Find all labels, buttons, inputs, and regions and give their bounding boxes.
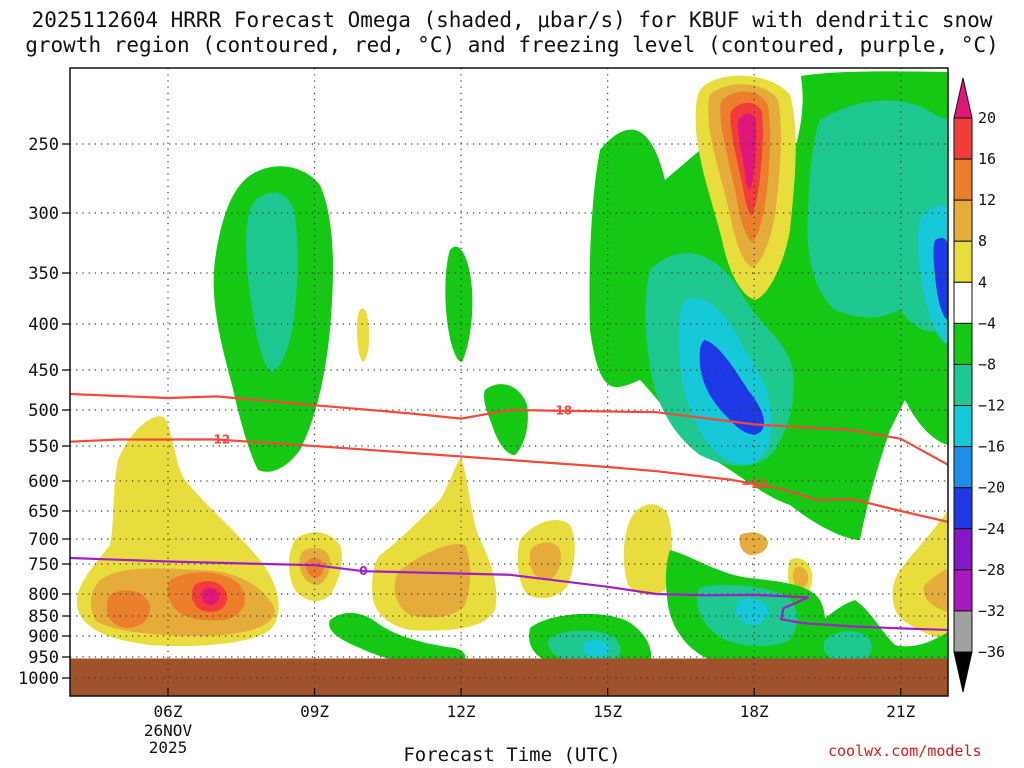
colorbar-label: −24 bbox=[978, 520, 1005, 538]
colorbar-box bbox=[953, 240, 973, 283]
shade-lorange-13z bbox=[529, 542, 561, 581]
shade-yellow-right-low bbox=[892, 510, 948, 640]
colorbar-label: −8 bbox=[978, 355, 996, 373]
colorbar-box bbox=[953, 322, 973, 365]
colorbar-label: −16 bbox=[978, 438, 1005, 456]
contour-label: 0 bbox=[359, 564, 367, 578]
shade-green-13z bbox=[483, 384, 528, 455]
shade-mag-top bbox=[738, 113, 757, 190]
colorbar-label: −12 bbox=[978, 397, 1005, 415]
colorbar-box bbox=[953, 569, 973, 612]
shade-teal-right bbox=[807, 100, 948, 332]
shade-blue-right bbox=[933, 238, 948, 320]
colorbar-box bbox=[953, 281, 973, 324]
x-tick-sublabel: 26NOV bbox=[144, 721, 193, 740]
colorbar-label: 20 bbox=[978, 109, 996, 127]
ground-band bbox=[70, 658, 948, 696]
x-tick-label-15Z: 15Z bbox=[593, 702, 622, 721]
colorbar-label: −20 bbox=[978, 479, 1005, 497]
contour-label: −12 bbox=[741, 477, 768, 491]
contour-dgz--12 bbox=[70, 438, 948, 523]
colorbar-box bbox=[953, 199, 973, 242]
shade-orange-09z bbox=[306, 557, 325, 578]
colorbar-box bbox=[953, 610, 973, 653]
colorbar-box bbox=[953, 487, 973, 530]
shade-teal-low-21z bbox=[824, 631, 872, 664]
chart-title: 2025112604 HRRR Forecast Omega (shaded, … bbox=[25, 8, 999, 57]
colorbar-label: −36 bbox=[978, 643, 1005, 661]
shade-cyan-low-15z bbox=[582, 640, 610, 658]
contour-lines: −18 −12 −12 0 bbox=[70, 392, 948, 632]
colorbar-label: 8 bbox=[978, 232, 987, 250]
shade-yellow-16z bbox=[623, 504, 672, 595]
contour-label: −12 bbox=[203, 433, 230, 447]
y-tick-label-500: 500 bbox=[28, 401, 59, 421]
pressure-axis: 2503003504004505005506006507007508008509… bbox=[18, 135, 70, 689]
contour-label: −18 bbox=[545, 404, 572, 418]
y-tick-label-550: 550 bbox=[28, 437, 59, 457]
colorbar-box bbox=[953, 528, 973, 571]
y-tick-label-600: 600 bbox=[28, 472, 59, 492]
y-tick-label-800: 800 bbox=[28, 585, 59, 605]
y-tick-label-450: 450 bbox=[28, 361, 59, 381]
x-tick-label-21Z: 21Z bbox=[886, 702, 915, 721]
plot-frame bbox=[69, 67, 949, 697]
y-tick-label-350: 350 bbox=[28, 264, 59, 284]
x-tick-label-09Z: 09Z bbox=[300, 702, 329, 721]
shade-orange-low-1 bbox=[106, 590, 151, 628]
shade-lorange-1930 bbox=[793, 566, 809, 588]
shade-green-12z bbox=[445, 246, 473, 362]
y-tick-label-1000: 1000 bbox=[18, 669, 59, 689]
colorbar-bottom-triangle bbox=[953, 651, 973, 693]
y-tick-label-750: 750 bbox=[28, 555, 59, 575]
x-tick-sublabel: 2025 bbox=[149, 738, 188, 757]
y-tick-label-950: 950 bbox=[28, 648, 59, 668]
y-tick-label-250: 250 bbox=[28, 135, 59, 155]
x-tick-label-06Z: 06Z bbox=[154, 702, 183, 721]
colorbar-label: −28 bbox=[978, 561, 1005, 579]
y-tick-label-300: 300 bbox=[28, 204, 59, 224]
x-tick-label-18Z: 18Z bbox=[740, 702, 769, 721]
shade-mag-low bbox=[202, 587, 220, 605]
y-tick-label-400: 400 bbox=[28, 315, 59, 335]
colorbar-label: 4 bbox=[978, 273, 987, 291]
dotted-grid bbox=[70, 68, 948, 696]
colorbar-box bbox=[953, 405, 973, 448]
colorbar-box bbox=[953, 158, 973, 201]
shade-blue-mid bbox=[699, 340, 765, 435]
colorbar-box bbox=[953, 117, 973, 160]
shade-lorange-11z bbox=[394, 544, 471, 618]
colorbar-label: 16 bbox=[978, 150, 996, 168]
colorbar-box bbox=[953, 446, 973, 489]
colorbar: 20 16 12 8 4 −4 −8 −12 −16 −20 −24 −28 −32 −36 bbox=[953, 77, 1005, 693]
credit-text: coolwx.com/models bbox=[828, 742, 982, 760]
shade-yellow-10z bbox=[357, 308, 370, 362]
y-tick-label-700: 700 bbox=[28, 530, 59, 550]
y-tick-label-850: 850 bbox=[28, 607, 59, 627]
colorbar-box bbox=[953, 363, 973, 407]
x-axis-title: Forecast Time (UTC) bbox=[403, 744, 621, 766]
contour-dgz--18 bbox=[70, 392, 948, 466]
colorbar-label: −32 bbox=[978, 602, 1005, 620]
colorbar-top-triangle bbox=[953, 77, 973, 119]
colorbar-label: −4 bbox=[978, 314, 996, 332]
shade-cyan-low-18z bbox=[735, 598, 768, 626]
shade-teal-upperleft bbox=[245, 192, 298, 372]
shade-lorange-18z bbox=[739, 532, 768, 555]
y-tick-label-900: 900 bbox=[28, 627, 59, 647]
x-tick-label-12Z: 12Z bbox=[447, 702, 476, 721]
omega-shading bbox=[70, 71, 948, 696]
shade-lorange-right-low bbox=[923, 568, 948, 612]
shade-green-low-10z bbox=[329, 612, 466, 668]
colorbar-label: 12 bbox=[978, 191, 996, 209]
y-tick-label-650: 650 bbox=[28, 502, 59, 522]
contour-freezing-level bbox=[70, 556, 948, 632]
